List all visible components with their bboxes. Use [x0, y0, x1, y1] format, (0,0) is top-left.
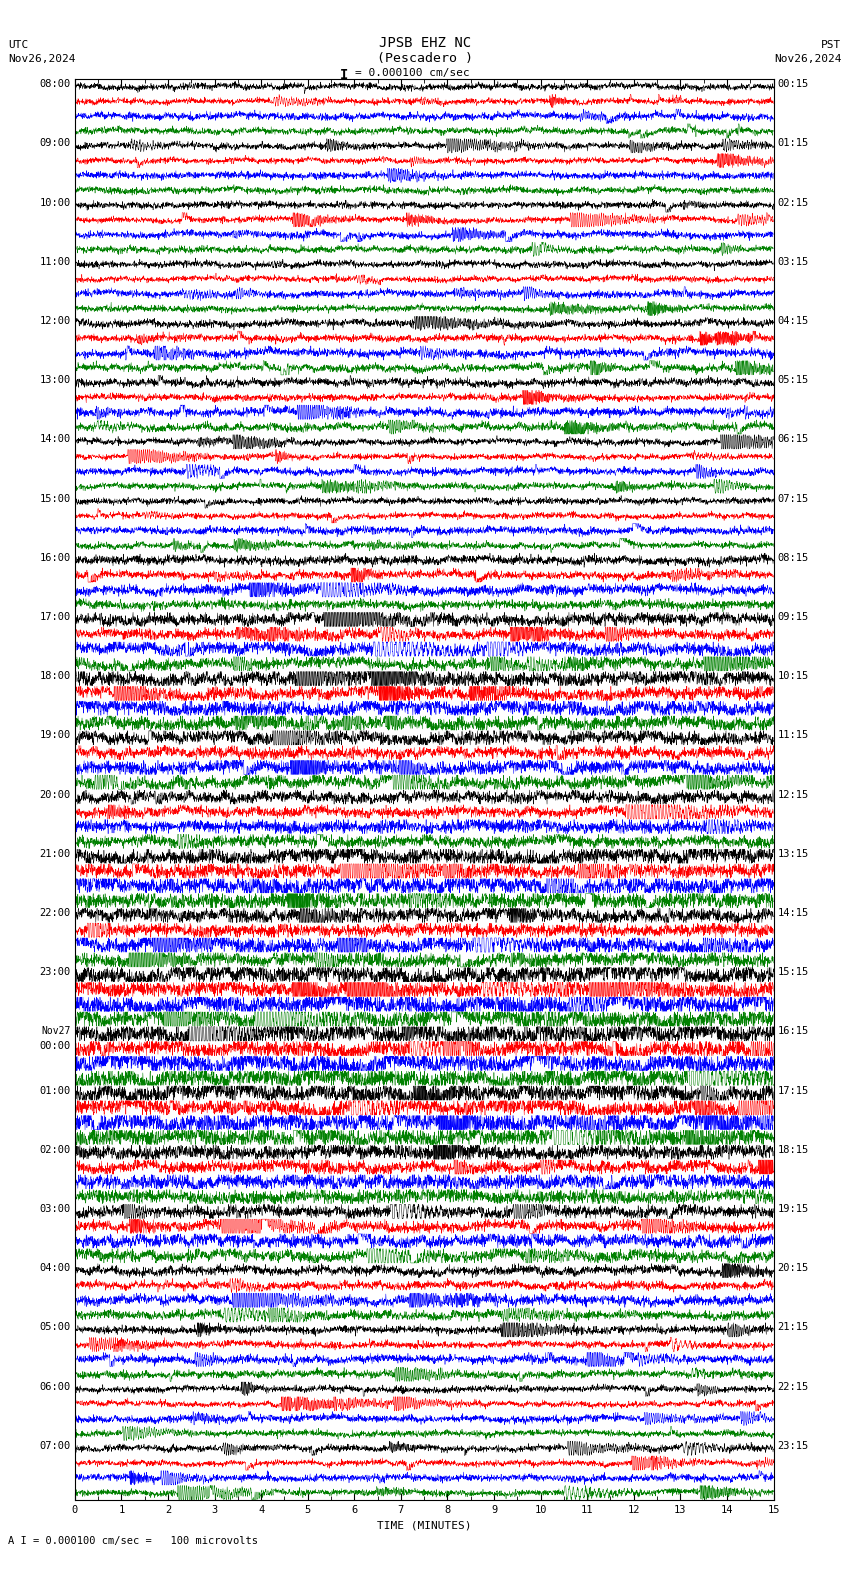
Text: 14:00: 14:00 — [39, 434, 71, 445]
Text: 21:15: 21:15 — [778, 1323, 809, 1332]
Text: 22:15: 22:15 — [778, 1381, 809, 1392]
Text: 05:15: 05:15 — [778, 375, 809, 385]
Text: 15:15: 15:15 — [778, 968, 809, 977]
Text: 18:15: 18:15 — [778, 1145, 809, 1155]
Text: 11:15: 11:15 — [778, 730, 809, 740]
Text: Nov26,2024: Nov26,2024 — [774, 54, 842, 63]
Text: 20:15: 20:15 — [778, 1264, 809, 1274]
Text: 03:15: 03:15 — [778, 257, 809, 266]
Text: = 0.000100 cm/sec: = 0.000100 cm/sec — [355, 68, 470, 78]
Text: 02:15: 02:15 — [778, 198, 809, 208]
Text: 01:15: 01:15 — [778, 138, 809, 149]
Text: 08:00: 08:00 — [39, 79, 71, 89]
Text: 21:00: 21:00 — [39, 849, 71, 859]
Text: 14:15: 14:15 — [778, 908, 809, 919]
Text: (Pescadero ): (Pescadero ) — [377, 52, 473, 65]
Text: 09:00: 09:00 — [39, 138, 71, 149]
Text: PST: PST — [821, 40, 842, 49]
Text: 12:15: 12:15 — [778, 790, 809, 800]
Text: 17:00: 17:00 — [39, 611, 71, 623]
Text: UTC: UTC — [8, 40, 29, 49]
Text: 10:00: 10:00 — [39, 198, 71, 208]
Text: 02:00: 02:00 — [39, 1145, 71, 1155]
Text: 19:15: 19:15 — [778, 1204, 809, 1213]
Text: 00:15: 00:15 — [778, 79, 809, 89]
Text: 16:15: 16:15 — [778, 1026, 809, 1036]
Text: 10:15: 10:15 — [778, 672, 809, 681]
Text: 19:00: 19:00 — [39, 730, 71, 740]
Text: 04:00: 04:00 — [39, 1264, 71, 1274]
Text: 00:00: 00:00 — [39, 1041, 71, 1050]
Text: 08:15: 08:15 — [778, 553, 809, 562]
Text: 13:15: 13:15 — [778, 849, 809, 859]
Text: 13:00: 13:00 — [39, 375, 71, 385]
Text: A I = 0.000100 cm/sec =   100 microvolts: A I = 0.000100 cm/sec = 100 microvolts — [8, 1536, 258, 1546]
Text: 07:00: 07:00 — [39, 1441, 71, 1451]
Text: Nov27: Nov27 — [41, 1026, 71, 1036]
Text: 07:15: 07:15 — [778, 494, 809, 504]
Text: 23:00: 23:00 — [39, 968, 71, 977]
Text: 09:15: 09:15 — [778, 611, 809, 623]
Text: I: I — [340, 68, 348, 82]
Text: 16:00: 16:00 — [39, 553, 71, 562]
Text: 20:00: 20:00 — [39, 790, 71, 800]
Text: 18:00: 18:00 — [39, 672, 71, 681]
Text: 06:00: 06:00 — [39, 1381, 71, 1392]
Text: 05:00: 05:00 — [39, 1323, 71, 1332]
Text: 17:15: 17:15 — [778, 1085, 809, 1096]
Text: JPSB EHZ NC: JPSB EHZ NC — [379, 36, 471, 51]
Text: 15:00: 15:00 — [39, 494, 71, 504]
Text: 11:00: 11:00 — [39, 257, 71, 266]
Text: 06:15: 06:15 — [778, 434, 809, 445]
Text: 03:00: 03:00 — [39, 1204, 71, 1213]
Text: 01:00: 01:00 — [39, 1085, 71, 1096]
Text: 04:15: 04:15 — [778, 317, 809, 326]
Text: Nov26,2024: Nov26,2024 — [8, 54, 76, 63]
Text: 23:15: 23:15 — [778, 1441, 809, 1451]
X-axis label: TIME (MINUTES): TIME (MINUTES) — [377, 1521, 472, 1530]
Text: 12:00: 12:00 — [39, 317, 71, 326]
Text: 22:00: 22:00 — [39, 908, 71, 919]
